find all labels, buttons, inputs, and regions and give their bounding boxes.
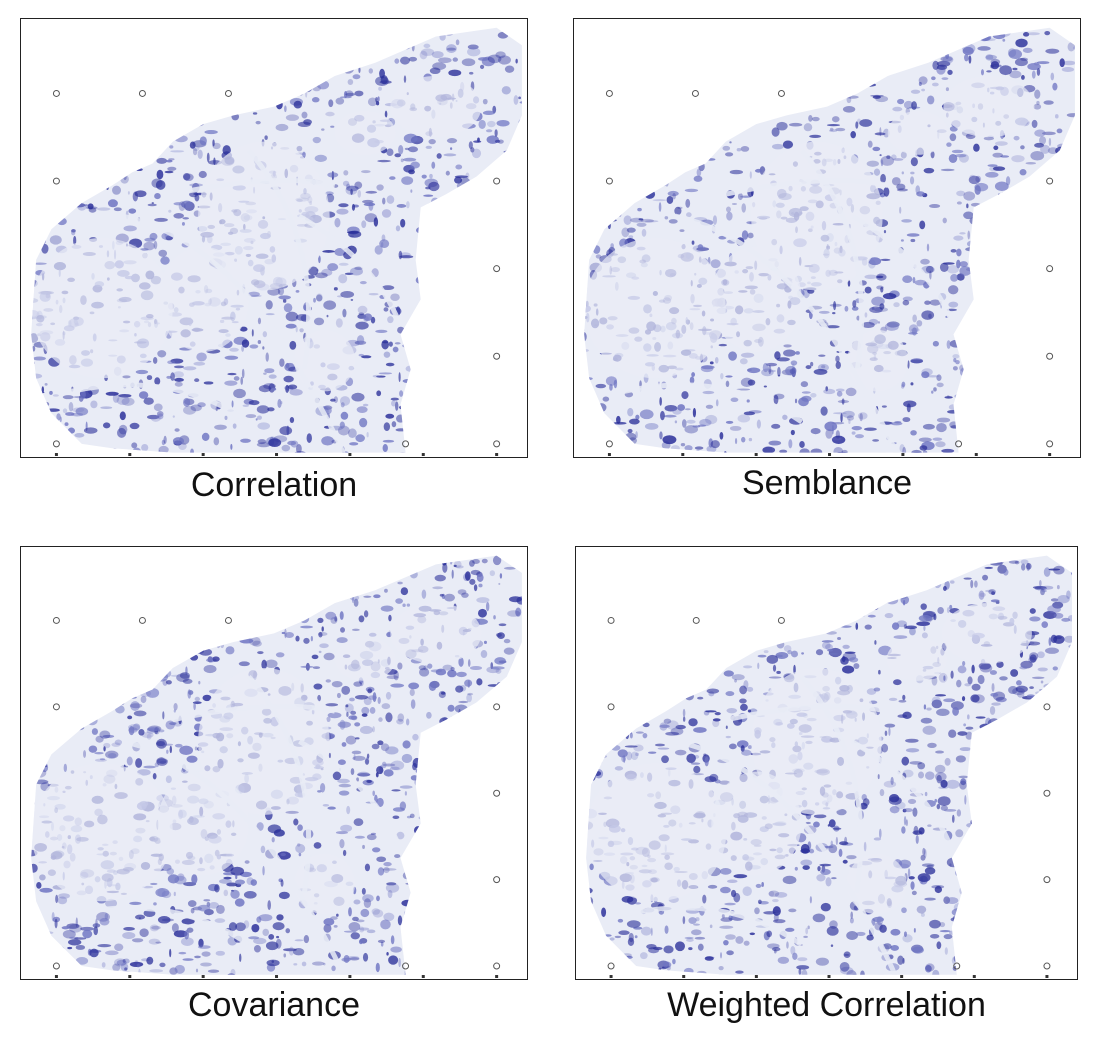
well-marker (138, 89, 146, 97)
axis-tick (972, 975, 976, 979)
axis-tick (128, 453, 132, 457)
axis-tick (1045, 975, 1049, 979)
axis-tick (54, 975, 58, 979)
axis-tick (1048, 453, 1052, 457)
well-marker (691, 89, 699, 97)
axis-tick (348, 453, 352, 457)
well-marker (692, 616, 700, 624)
well-marker (493, 265, 501, 273)
axis-tick (421, 975, 425, 979)
well-marker (605, 440, 613, 448)
axis-tick (201, 975, 205, 979)
map-frame-semblance (573, 18, 1081, 458)
well-marker (605, 177, 613, 185)
axis-tick (607, 453, 611, 457)
well-marker (52, 440, 60, 448)
survey-area (584, 27, 1075, 453)
well-marker (493, 789, 501, 797)
well-marker (955, 440, 963, 448)
well-marker (402, 962, 410, 970)
well-marker (52, 703, 60, 711)
map-frame-weighted-correlation (575, 546, 1078, 980)
well-marker (52, 177, 60, 185)
well-marker (493, 177, 501, 185)
caption-covariance: Covariance (188, 986, 360, 1024)
axis-tick (348, 975, 352, 979)
attribute-map-covariance (31, 555, 522, 979)
map-frame-covariance (20, 546, 528, 980)
axis-tick (275, 453, 279, 457)
axis-tick (421, 453, 425, 457)
well-marker (224, 616, 232, 624)
axis-tick (974, 453, 978, 457)
attribute-map-weighted-correlation (586, 555, 1073, 979)
well-marker (493, 440, 501, 448)
well-marker (138, 616, 146, 624)
well-marker (402, 440, 410, 448)
axis-tick (495, 975, 499, 979)
axis-tick (754, 453, 758, 457)
well-marker (493, 703, 501, 711)
survey-area (31, 27, 522, 453)
axis-tick (827, 975, 831, 979)
axis-tick (495, 453, 499, 457)
axis-tick (54, 453, 58, 457)
well-marker (493, 962, 501, 970)
axis-tick (128, 975, 132, 979)
well-marker (493, 352, 501, 360)
well-marker (1043, 962, 1051, 970)
well-marker (1043, 703, 1051, 711)
well-marker (1043, 876, 1051, 884)
axis-tick (828, 453, 832, 457)
well-marker (52, 616, 60, 624)
well-marker (953, 962, 961, 970)
well-marker (607, 962, 615, 970)
well-marker (52, 962, 60, 970)
axis-tick (901, 453, 905, 457)
well-marker (1043, 789, 1051, 797)
map-frame-correlation (20, 18, 528, 458)
axis-tick (900, 975, 904, 979)
axis-tick (754, 975, 758, 979)
axis-tick (201, 453, 205, 457)
well-marker (1046, 352, 1054, 360)
axis-tick (682, 975, 686, 979)
caption-semblance: Semblance (741, 464, 913, 502)
caption-weighted-correlation: Weighted Correlation (667, 986, 986, 1024)
well-marker (777, 89, 785, 97)
caption-correlation: Correlation (190, 466, 358, 504)
well-marker (493, 876, 501, 884)
well-marker (777, 616, 785, 624)
well-marker (224, 89, 232, 97)
well-marker (1046, 265, 1054, 273)
axis-tick (681, 453, 685, 457)
attribute-map-semblance (584, 27, 1075, 457)
axis-tick (275, 975, 279, 979)
well-marker (1046, 177, 1054, 185)
well-marker (607, 703, 615, 711)
well-marker (1046, 440, 1054, 448)
axis-tick (609, 975, 613, 979)
well-marker (607, 616, 615, 624)
well-marker (52, 89, 60, 97)
well-marker (605, 89, 613, 97)
survey-area (586, 555, 1073, 975)
survey-area (31, 555, 522, 975)
attribute-map-correlation (31, 27, 522, 457)
